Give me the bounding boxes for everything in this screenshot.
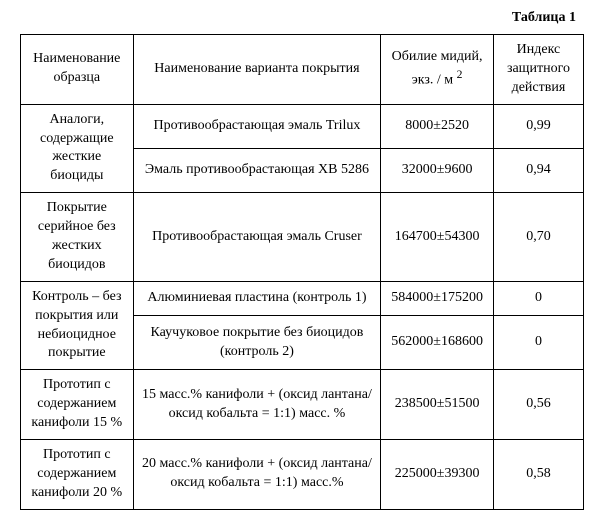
col-abundance-line1: Обилие мидий, [392, 49, 483, 64]
cell-variant: Алюминиевая пластина (контроль 1) [133, 281, 381, 315]
col-index: Индекс защитного действия [493, 35, 583, 105]
cell-variant: Эмаль противообрастающая ХВ 5286 [133, 148, 381, 192]
cell-index: 0 [493, 281, 583, 315]
cell-variant: Каучуковое покрытие без биоцидов (контро… [133, 315, 381, 369]
cell-abundance: 32000±9600 [381, 148, 494, 192]
col-sample-name: Наименование образца [21, 35, 134, 105]
cell-index: 0 [493, 315, 583, 369]
cell-variant: Противообрастающая эмаль Trilux [133, 104, 381, 148]
col-abundance-line2: экз. / м [412, 73, 453, 88]
data-table: Наименование образца Наименование вариан… [20, 34, 584, 510]
cell-sample-name: Покрытие серийное без жестких биоцидов [21, 193, 134, 282]
table-caption: Таблица 1 [20, 10, 576, 26]
cell-index: 0,70 [493, 193, 583, 282]
col-abundance-sup: 2 [457, 68, 463, 81]
table-row: Покрытие серийное без жестких биоцидовПр… [21, 193, 584, 282]
table-row: Прототип с содержанием канифоли 20 %20 м… [21, 440, 584, 510]
table-row: Аналоги, содержащие жесткие биоцидыПроти… [21, 104, 584, 148]
table-row: Прототип с содержанием канифоли 15 %15 м… [21, 370, 584, 440]
header-row: Наименование образца Наименование вариан… [21, 35, 584, 105]
cell-index: 0,99 [493, 104, 583, 148]
cell-abundance: 238500±51500 [381, 370, 494, 440]
cell-sample-name: Аналоги, содержащие жесткие биоциды [21, 104, 134, 193]
cell-abundance: 584000±175200 [381, 281, 494, 315]
cell-variant: Противообрастающая эмаль Cruser [133, 193, 381, 282]
table-body: Аналоги, содержащие жесткие биоцидыПроти… [21, 104, 584, 509]
table-row: Контроль – без покрытия или небиоцидное … [21, 281, 584, 315]
cell-sample-name: Прототип с содержанием канифоли 15 % [21, 370, 134, 440]
cell-sample-name: Контроль – без покрытия или небиоцидное … [21, 281, 134, 370]
cell-variant: 20 масс.% канифоли + (оксид лантана/ окс… [133, 440, 381, 510]
cell-index: 0,58 [493, 440, 583, 510]
cell-abundance: 8000±2520 [381, 104, 494, 148]
cell-abundance: 225000±39300 [381, 440, 494, 510]
cell-abundance: 562000±168600 [381, 315, 494, 369]
cell-sample-name: Прототип с содержанием канифоли 20 % [21, 440, 134, 510]
col-variant-name: Наименование варианта покрытия [133, 35, 381, 105]
cell-abundance: 164700±54300 [381, 193, 494, 282]
cell-index: 0,56 [493, 370, 583, 440]
cell-variant: 15 масс.% канифоли + (оксид лантана/окси… [133, 370, 381, 440]
col-abundance: Обилие мидий, экз. / м 2 [381, 35, 494, 105]
cell-index: 0,94 [493, 148, 583, 192]
